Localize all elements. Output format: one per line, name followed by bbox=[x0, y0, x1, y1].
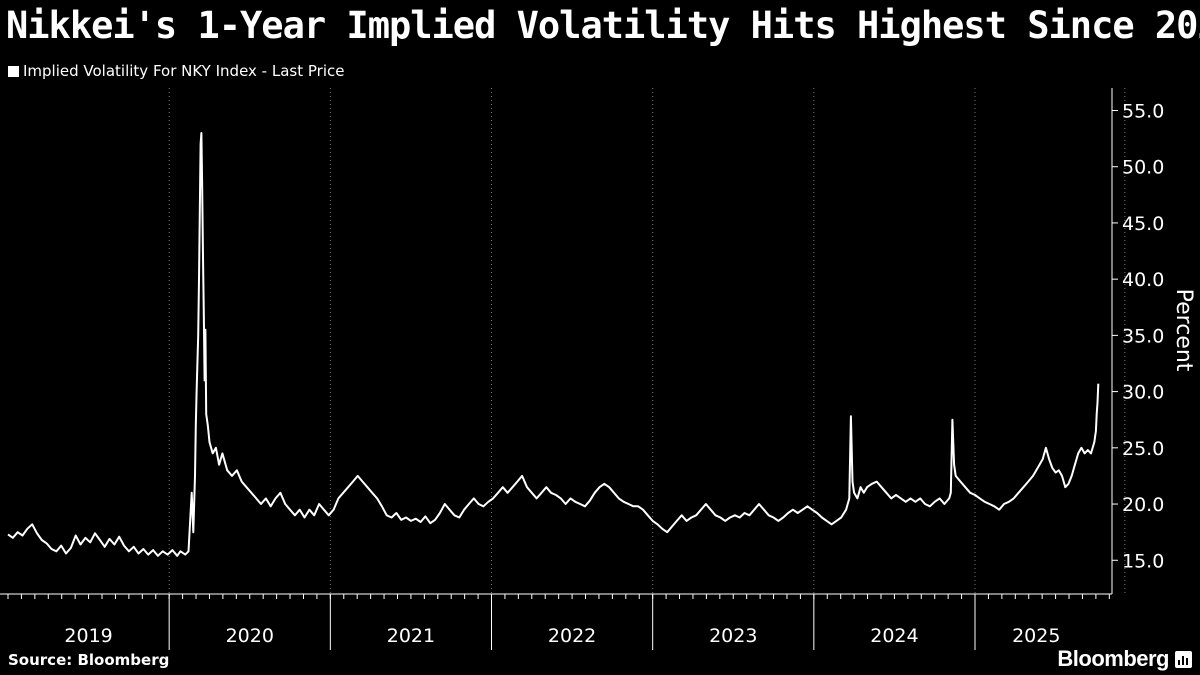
bar-chart-icon bbox=[1175, 650, 1192, 668]
y-tick-label: 30.0 bbox=[1122, 382, 1164, 404]
brand-logo-text: Bloomberg bbox=[1057, 646, 1169, 671]
series-line bbox=[7, 132, 1100, 557]
brand: Bloomberg bbox=[1057, 646, 1192, 672]
x-tick-label: 2021 bbox=[387, 625, 435, 647]
legend-label: Implied Volatility For NKY Index - Last … bbox=[23, 62, 345, 80]
y-tick-label: 45.0 bbox=[1122, 213, 1164, 235]
y-axis-label: Percent bbox=[1171, 289, 1196, 372]
legend-swatch bbox=[8, 65, 19, 77]
y-tick-label: 40.0 bbox=[1122, 269, 1164, 291]
x-tick-label: 2023 bbox=[709, 625, 757, 647]
legend: Implied Volatility For NKY Index - Last … bbox=[8, 61, 344, 81]
x-tick-label: 2022 bbox=[548, 625, 596, 647]
x-tick-label: 2019 bbox=[64, 625, 112, 647]
y-tick-label: 20.0 bbox=[1122, 494, 1164, 516]
x-tick-label: 2020 bbox=[226, 625, 274, 647]
x-ticks: 2019 2020 2021 2022 2023 2024 2025 bbox=[7, 594, 1110, 650]
chart-title: Nikkei's 1-Year Implied Volatility Hits … bbox=[6, 4, 1200, 47]
x-tick-label: 2025 bbox=[1012, 625, 1060, 647]
y-tick-label: 50.0 bbox=[1122, 157, 1164, 179]
y-tick-label: 55.0 bbox=[1122, 100, 1164, 122]
gridlines bbox=[168, 88, 1126, 594]
y-tick-label: 15.0 bbox=[1122, 550, 1164, 572]
x-tick-label: 2024 bbox=[870, 625, 918, 647]
y-tick-label: 25.0 bbox=[1122, 438, 1164, 460]
y-ticks: 15.0 20.0 25.0 30.0 35.0 40.0 45.0 50.0 55.0 bbox=[1112, 100, 1164, 572]
y-tick-label: 35.0 bbox=[1122, 325, 1164, 347]
axes bbox=[0, 88, 1113, 595]
source-note: Source: Bloomberg bbox=[8, 651, 170, 669]
